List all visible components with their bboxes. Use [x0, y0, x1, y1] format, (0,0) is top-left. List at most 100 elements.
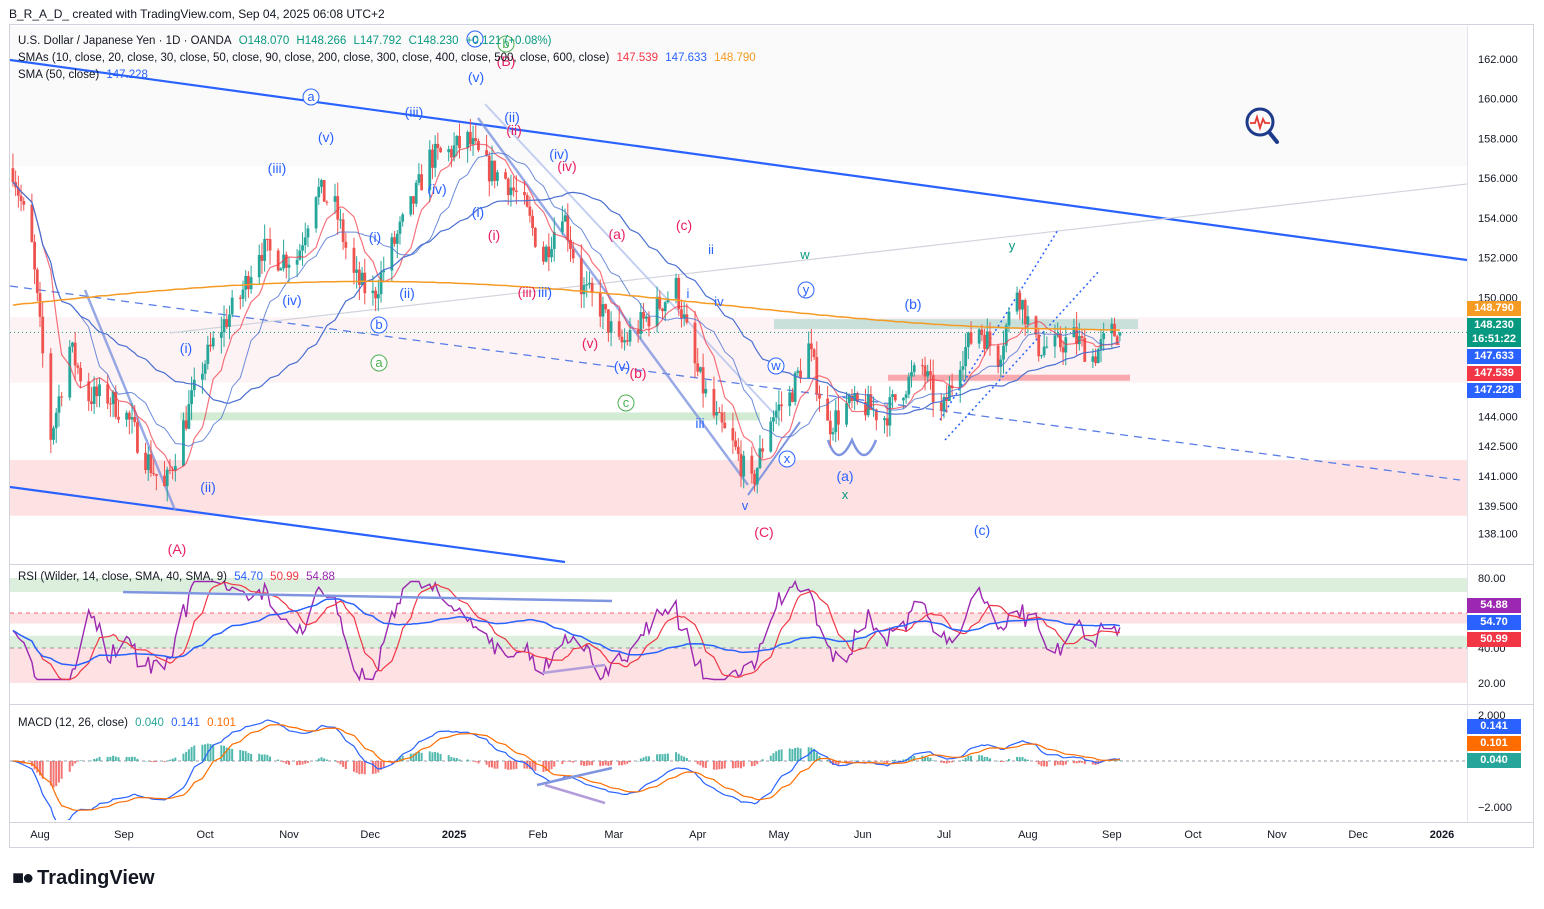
candle[interactable]	[1061, 347, 1065, 353]
wave-label[interactable]: ii	[708, 242, 714, 257]
sma-10[interactable]	[12, 143, 1121, 472]
wave-label[interactable]: a	[302, 88, 320, 106]
candle[interactable]	[891, 394, 894, 398]
candle[interactable]	[146, 454, 150, 470]
candle[interactable]	[447, 149, 451, 153]
candle[interactable]	[54, 412, 58, 429]
tradingview-logo[interactable]: ■● TradingView	[12, 867, 155, 890]
candle[interactable]	[182, 420, 185, 467]
candle[interactable]	[477, 140, 480, 151]
candle[interactable]	[163, 475, 166, 487]
wave-label[interactable]: (a)	[608, 226, 625, 242]
candle[interactable]	[458, 135, 461, 149]
wave-label[interactable]: (ii)	[200, 479, 216, 495]
candle[interactable]	[874, 409, 878, 421]
candle[interactable]	[73, 342, 77, 366]
wave-label[interactable]: x	[842, 487, 849, 502]
candle[interactable]	[601, 304, 605, 317]
candle[interactable]	[38, 292, 42, 317]
candle[interactable]	[560, 221, 564, 232]
rsi-pane[interactable]	[10, 578, 1467, 683]
candle[interactable]	[390, 237, 394, 271]
candle[interactable]	[301, 245, 304, 251]
wave-label[interactable]: x	[778, 450, 796, 468]
candle[interactable]	[793, 372, 797, 402]
candle[interactable]	[287, 264, 291, 268]
macd-line[interactable]	[12, 719, 1121, 824]
candle[interactable]	[209, 344, 212, 347]
candle[interactable]	[238, 297, 242, 299]
candle[interactable]	[87, 381, 91, 402]
candles[interactable]	[11, 118, 1122, 502]
wave-label[interactable]: (C)	[754, 524, 773, 540]
candle[interactable]	[496, 172, 499, 181]
candle[interactable]	[341, 219, 345, 242]
candle[interactable]	[799, 370, 802, 379]
candle[interactable]	[449, 149, 453, 158]
candle[interactable]	[734, 440, 737, 447]
candle[interactable]	[92, 386, 96, 404]
candle[interactable]	[617, 321, 621, 337]
candle[interactable]	[95, 386, 99, 397]
candle[interactable]	[755, 467, 759, 485]
candle[interactable]	[187, 404, 191, 429]
candle[interactable]	[929, 371, 932, 375]
wave-label[interactable]: (i)	[180, 340, 192, 356]
candle[interactable]	[658, 296, 662, 309]
candle[interactable]	[417, 174, 421, 183]
upper-trendline[interactable]	[10, 58, 1467, 262]
rising-channel-top[interactable]	[939, 229, 1059, 421]
candle[interactable]	[677, 277, 681, 310]
wave-label[interactable]: c	[617, 394, 635, 412]
candle[interactable]	[265, 238, 269, 240]
candle[interactable]	[772, 417, 775, 422]
candle[interactable]	[314, 197, 318, 229]
candle[interactable]	[666, 298, 670, 303]
wave-label[interactable]: i	[687, 286, 690, 301]
candle[interactable]	[910, 372, 913, 377]
candle[interactable]	[550, 248, 553, 258]
candle[interactable]	[625, 340, 629, 342]
candle[interactable]	[325, 201, 329, 203]
candle[interactable]	[114, 391, 118, 417]
macd-pane[interactable]	[10, 719, 1467, 824]
candle[interactable]	[22, 201, 26, 205]
candle[interactable]	[826, 398, 830, 421]
candle[interactable]	[818, 393, 821, 399]
candle[interactable]	[398, 221, 402, 234]
candle[interactable]	[401, 214, 405, 222]
wave-label[interactable]: (i)	[488, 227, 500, 243]
candle[interactable]	[16, 187, 20, 196]
candle[interactable]	[133, 417, 137, 423]
candle[interactable]	[609, 321, 613, 333]
candle[interactable]	[961, 366, 965, 370]
candle[interactable]	[598, 292, 602, 317]
candle[interactable]	[339, 219, 342, 221]
candle[interactable]	[704, 388, 708, 394]
candle[interactable]	[999, 359, 1003, 367]
candle[interactable]	[1037, 334, 1041, 357]
candle[interactable]	[769, 421, 773, 452]
candle[interactable]	[885, 418, 889, 426]
candle[interactable]	[693, 322, 697, 364]
candle[interactable]	[149, 454, 153, 474]
candle[interactable]	[872, 409, 876, 411]
candle[interactable]	[30, 204, 34, 242]
candle[interactable]	[1018, 292, 1022, 310]
candle[interactable]	[812, 349, 816, 358]
candle[interactable]	[969, 332, 973, 344]
rising-channel-bottom[interactable]	[944, 269, 1101, 441]
candle[interactable]	[720, 412, 724, 423]
candle[interactable]	[184, 420, 188, 429]
candle[interactable]	[244, 275, 248, 290]
candle[interactable]	[1040, 355, 1043, 357]
candle[interactable]	[241, 289, 245, 299]
candle[interactable]	[414, 182, 418, 204]
candle[interactable]	[168, 469, 172, 471]
candle[interactable]	[1002, 345, 1005, 360]
candle[interactable]	[57, 396, 61, 413]
candle[interactable]	[379, 272, 383, 295]
candle[interactable]	[869, 394, 873, 410]
candle[interactable]	[11, 168, 15, 183]
wave-label[interactable]: (ii)	[504, 109, 520, 125]
